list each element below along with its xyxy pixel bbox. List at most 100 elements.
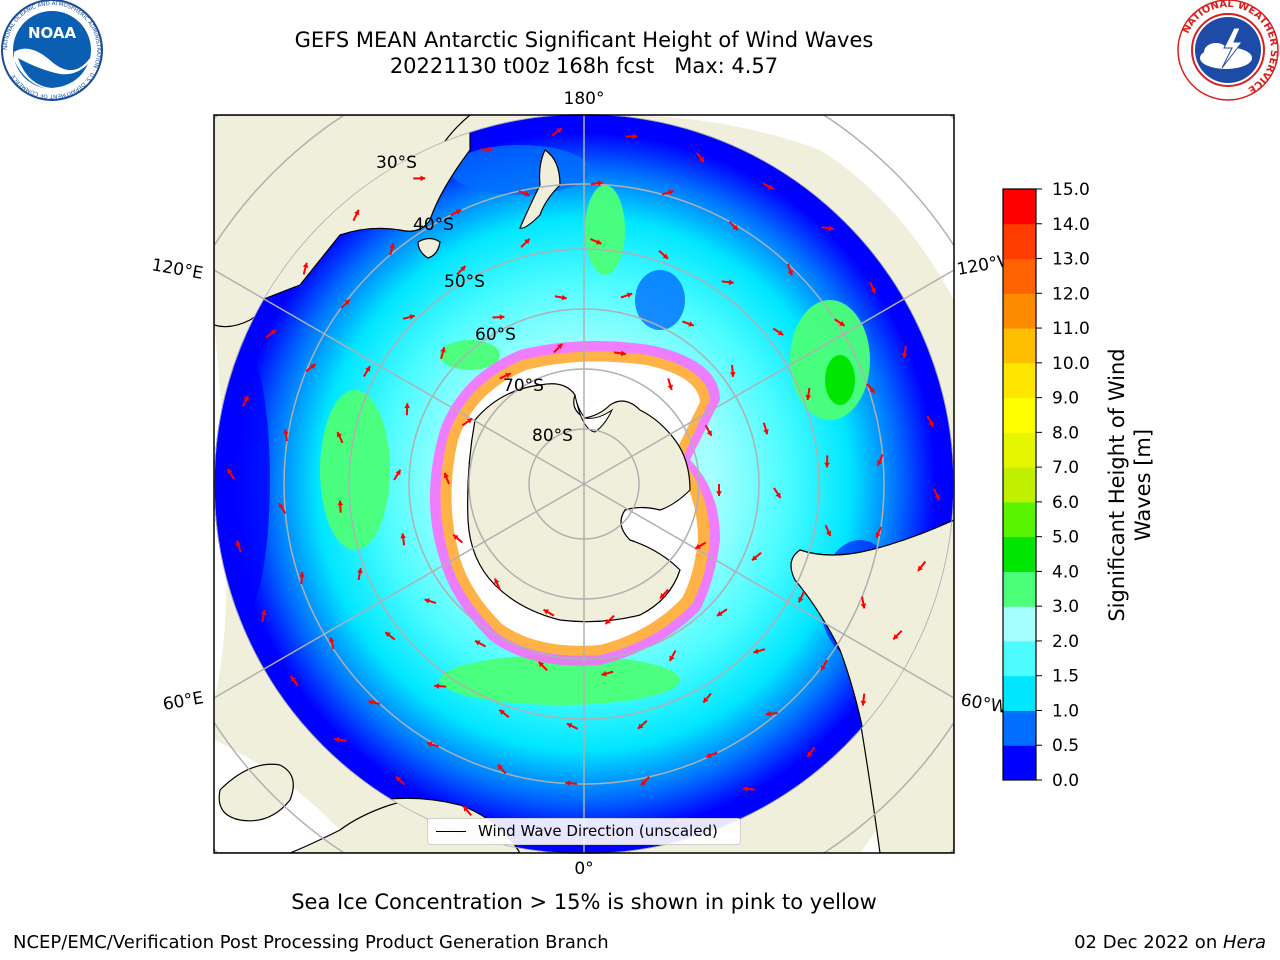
wave-direction-arrow-head (427, 741, 433, 748)
wave-direction-arrow-head (336, 431, 343, 438)
wave-direction-arrow-head (860, 700, 867, 706)
colorbar-tick-label: 10.0 (1052, 354, 1090, 374)
graticule (214, 114, 954, 854)
colorbar-tick-label: 12.0 (1052, 284, 1090, 304)
wave-direction-arrow-head (566, 723, 573, 729)
wave-direction-arrow-head (787, 269, 794, 276)
colorbar-tick-label: 2.0 (1052, 632, 1079, 652)
wave-direction-arrow-head (869, 387, 875, 393)
wave-direction-arrow-head (669, 655, 675, 662)
lat-label-70s: 70°S (503, 376, 544, 396)
wave-direction-arrow-head (595, 239, 602, 245)
wave-direction-arrow-head (698, 156, 704, 163)
wave-direction-arrow-head (798, 596, 804, 603)
wave-direction-arrow-head (601, 670, 607, 677)
wave-direction-arrow-head (357, 568, 363, 574)
wave-direction-arrow-head (290, 676, 296, 682)
wave-direction-arrow-head (763, 428, 769, 435)
wave-direction-arrow-head (270, 330, 276, 336)
wave-direction-arrow-head (901, 352, 908, 358)
legend-line-swatch (436, 831, 466, 832)
wave-direction-arrow-head (556, 128, 562, 134)
colorbar-swatch (1003, 467, 1036, 503)
colorbar-tick-label: 11.0 (1052, 319, 1090, 339)
wave-direction-arrow-head (824, 462, 830, 468)
wave-direction-arrow-head (494, 578, 500, 585)
wave-direction-arrow-head (605, 618, 611, 625)
wave-direction-arrow-head (807, 751, 813, 757)
wave-direction-arrow-head (310, 364, 316, 370)
wave-direction-arrow-head (660, 592, 666, 599)
lon-label-top: 180° (564, 89, 605, 109)
wave-direction-arrow-head (235, 540, 242, 546)
wave-direction-arrow-head (839, 320, 845, 326)
footer-credit: NCEP/EMC/Verification Post Processing Pr… (13, 932, 609, 953)
wave-direction-arrow-head (753, 648, 759, 655)
lat-label-80s: 80°S (532, 426, 573, 446)
wave-direction-arrow-head (424, 598, 430, 604)
wave-direction-arrow-head (443, 472, 450, 479)
wave-direction-arrow-head (556, 343, 563, 350)
wave-direction-arrow-head (334, 736, 340, 743)
wave-direction-arrow-head (703, 697, 709, 703)
wave-direction-arrow-head (385, 632, 391, 638)
lat-label-40s: 40°S (413, 215, 454, 235)
wave-direction-arrow-head (632, 133, 638, 140)
map-frame (213, 114, 955, 854)
wave-direction-arrow-head (499, 709, 505, 715)
wave-direction-arrow-head (344, 299, 350, 306)
wave-direction-arrow-head (538, 661, 545, 668)
wave-direction-arrow-head (877, 460, 883, 466)
colorbar-tick-label: 1.0 (1052, 701, 1079, 721)
colorbar-swatch (1003, 293, 1036, 329)
wave-direction-arrow-head (893, 633, 899, 640)
colorbar-swatch (1003, 397, 1036, 433)
wave-direction-arrow-head (716, 491, 722, 496)
wave-direction-arrow-head (365, 366, 371, 372)
colorbar-tick-label: 13.0 (1052, 250, 1090, 270)
wave-direction-arrow-head (389, 243, 395, 249)
wave-direction-arrow-head (395, 776, 402, 782)
wave-direction-arrow-head (475, 640, 481, 646)
colorbar-swatch (1003, 745, 1036, 781)
colorbar-swatch (1003, 501, 1036, 538)
colorbar-tick-label: 4.0 (1052, 562, 1079, 582)
wave-direction-arrow-head (260, 610, 267, 616)
wave-direction-arrow-head (928, 420, 934, 427)
wave-direction-arrow-head (620, 350, 626, 357)
wave-direction-arrow-head (765, 710, 771, 717)
colorbar-swatch (1003, 258, 1036, 294)
wave-direction-arrow-head (283, 429, 289, 435)
wave-direction-arrow-head (825, 530, 832, 537)
wave-direction-arrow-head (404, 403, 410, 409)
wave-direction-arrow-head (870, 287, 876, 294)
colorbar-tick-label: 8.0 (1052, 423, 1079, 443)
wave-direction-arrow-head (860, 603, 867, 609)
wave-direction-arrow-head (337, 500, 344, 506)
wave-direction-arrow-head (917, 565, 924, 572)
wind-wave-arrows (226, 127, 941, 840)
wave-direction-arrow-head (728, 279, 734, 286)
colorbar-label-line2: Waves [m] (1131, 429, 1155, 541)
antarctica-landmass (467, 383, 691, 623)
colorbar-swatch (1003, 640, 1036, 677)
wave-direction-arrow-head (706, 430, 712, 436)
colorbar-tick-label: 14.0 (1052, 215, 1090, 235)
wave-direction-arrow-head (626, 292, 633, 298)
wave-direction-arrow-head (662, 253, 669, 259)
colorbar-tick-label: 0.5 (1052, 736, 1079, 756)
colorbar-tick-label: 5.0 (1052, 528, 1079, 548)
wave-direction-arrow-head (499, 314, 505, 320)
wave-direction-arrow-head (875, 532, 881, 538)
lon-label-bottom: 0° (574, 859, 593, 879)
wave-direction-arrow-head (565, 780, 571, 787)
wave-direction-arrow-head (706, 752, 712, 759)
nws-logo: NATIONAL WEATHER SERVICE (1177, 0, 1279, 101)
lat-label-60s: 60°S (475, 325, 516, 345)
wave-direction-arrow-head (463, 806, 469, 812)
colorbar-swatch (1003, 362, 1036, 399)
wave-direction-arrow-head (466, 418, 473, 424)
wave-direction-arrow-head (487, 146, 493, 153)
wave-direction-arrow-head (434, 683, 440, 689)
colorbar-tick-label: 3.0 (1052, 597, 1079, 617)
